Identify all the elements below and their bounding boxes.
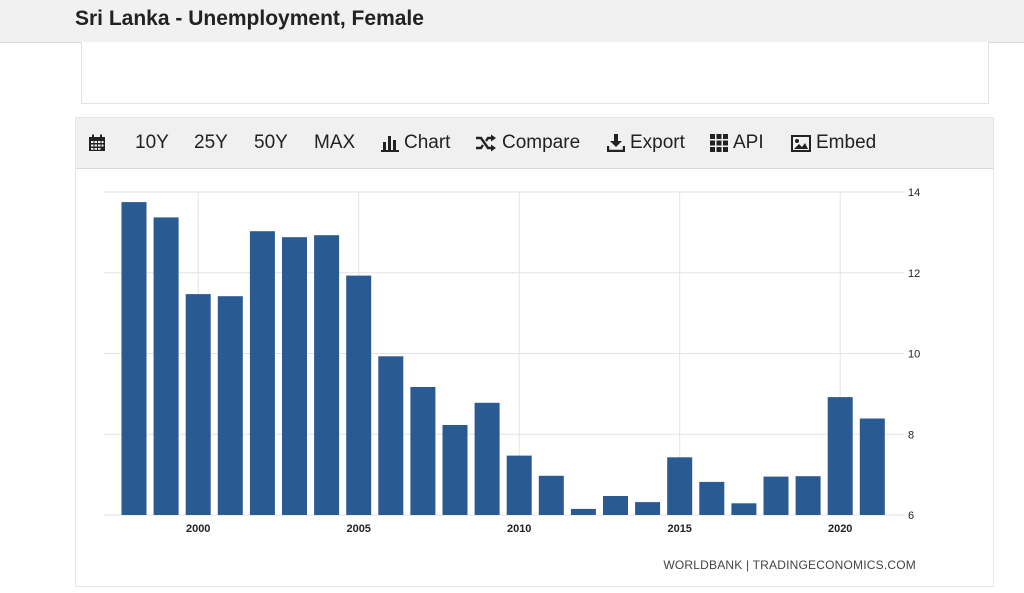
y-axis: 6 8 10 12 14 xyxy=(908,187,920,522)
api-label: API xyxy=(733,132,764,153)
bar-2005[interactable] xyxy=(346,275,372,515)
bar-2008[interactable] xyxy=(442,425,468,515)
bar-2012[interactable] xyxy=(570,508,596,515)
bar-2019[interactable] xyxy=(795,476,821,515)
x-tick-label: 2000 xyxy=(186,523,210,535)
bar-2016[interactable] xyxy=(699,481,725,515)
bar-2009[interactable] xyxy=(474,402,500,515)
export-label: Export xyxy=(630,132,685,153)
range-10y-button[interactable]: 10Y xyxy=(135,132,169,153)
bar-2015[interactable] xyxy=(667,457,693,515)
bar-2020[interactable] xyxy=(827,397,853,515)
bar-1999[interactable] xyxy=(153,217,179,515)
y-tick-label: 8 xyxy=(908,429,914,441)
bar-chart-icon xyxy=(381,135,399,152)
bar-2006[interactable] xyxy=(378,356,404,515)
chart-type-label: Chart xyxy=(404,132,451,153)
x-tick-label: 2020 xyxy=(828,523,852,535)
embed-button[interactable]: Embed xyxy=(791,118,876,168)
bar-2017[interactable] xyxy=(731,503,757,515)
compare-button[interactable]: Compare xyxy=(475,118,580,168)
compare-label: Compare xyxy=(502,132,581,153)
y-tick-label: 6 xyxy=(908,510,914,522)
chart-type-button[interactable]: Chart xyxy=(381,118,450,168)
bar-2014[interactable] xyxy=(635,502,661,515)
bar-2004[interactable] xyxy=(314,235,340,515)
y-tick-label: 14 xyxy=(908,187,920,199)
bar-2002[interactable] xyxy=(249,231,275,515)
bar-2021[interactable] xyxy=(859,418,885,516)
bar-2013[interactable] xyxy=(603,496,628,515)
grid-icon xyxy=(710,134,728,152)
range-50y-button[interactable]: 50Y xyxy=(254,132,288,153)
bar-2018[interactable] xyxy=(763,476,789,515)
y-tick-label: 10 xyxy=(908,349,920,361)
calendar-button[interactable] xyxy=(88,118,111,168)
source-credit: WORLDBANK | TRADINGECONOMICS.COM xyxy=(663,558,916,572)
x-axis: 2000 2005 2010 2015 2020 xyxy=(186,523,852,535)
bar-series xyxy=(121,202,885,516)
calendar-icon xyxy=(88,134,106,152)
range-25y-button[interactable]: 25Y xyxy=(194,132,228,153)
embed-label: Embed xyxy=(816,132,877,153)
bar-2007[interactable] xyxy=(410,387,436,515)
x-tick-label: 2010 xyxy=(507,523,531,535)
bar-1998[interactable] xyxy=(121,202,147,515)
y-tick-label: 12 xyxy=(908,268,920,280)
export-button[interactable]: Export xyxy=(607,118,685,168)
range-max-button[interactable]: MAX xyxy=(314,132,356,153)
x-tick-label: 2005 xyxy=(346,523,370,535)
bar-2003[interactable] xyxy=(282,237,307,515)
bar-2010[interactable] xyxy=(506,455,532,515)
shuffle-icon xyxy=(475,134,497,152)
ad-placeholder xyxy=(81,42,989,104)
header-bar: Sri Lanka - Unemployment, Female xyxy=(0,0,1024,43)
api-button[interactable]: API xyxy=(710,118,764,168)
bar-2011[interactable] xyxy=(538,475,564,515)
x-tick-label: 2015 xyxy=(667,523,691,535)
chart-toolbar: 10Y 25Y 50Y MAX Chart xyxy=(76,118,993,169)
download-icon xyxy=(607,134,625,152)
bar-2001[interactable] xyxy=(217,296,243,515)
page-title: Sri Lanka - Unemployment, Female xyxy=(75,7,424,30)
image-icon xyxy=(791,134,811,152)
bar-2000[interactable] xyxy=(185,294,211,515)
